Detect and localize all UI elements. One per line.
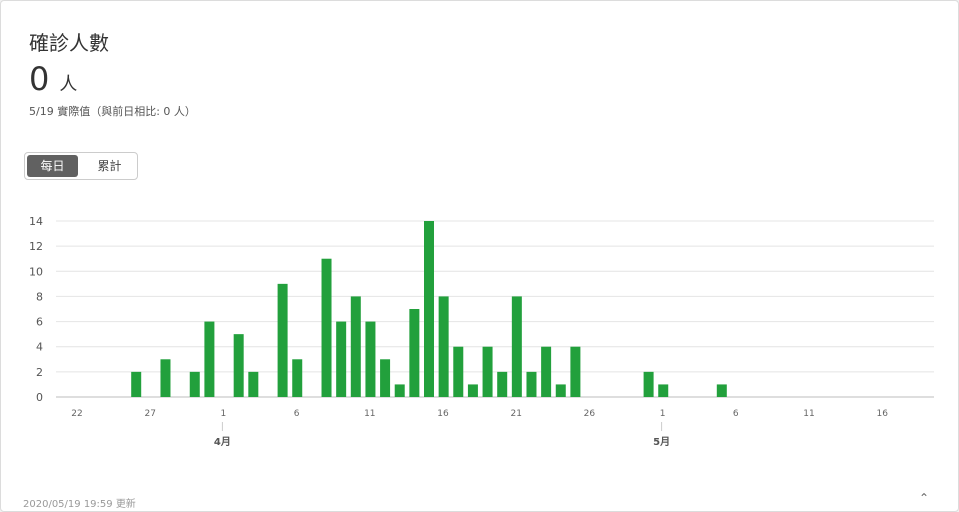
card-subtitle: 5/19 實際值（與前日相比: 0 人） [29, 105, 196, 118]
bar [482, 346, 493, 397]
y-tick-label: 12 [29, 240, 43, 253]
bar [248, 371, 259, 397]
bar [189, 371, 200, 397]
daily-toggle-button[interactable]: 每日 [27, 155, 78, 177]
x-tick-label: 21 [510, 409, 521, 419]
daily-cumulative-toggle: 每日 累計 [24, 152, 138, 180]
x-tick-label: 6 [294, 409, 300, 419]
bar [409, 309, 420, 397]
bar [424, 221, 434, 397]
bar [643, 371, 654, 397]
bar [716, 384, 727, 397]
bar [321, 258, 332, 397]
bar [555, 384, 566, 397]
chevron-up-icon[interactable]: ⌃ [919, 491, 930, 505]
x-tick-label: 22 [71, 409, 82, 419]
bar [526, 371, 537, 397]
y-tick-label: 14 [29, 215, 43, 228]
bar [438, 296, 449, 397]
x-tick-label: 6 [733, 409, 739, 419]
current-value-unit: 人 [59, 74, 78, 95]
y-tick-label: 6 [36, 316, 43, 329]
y-tick-label: 0 [36, 391, 43, 404]
bar [277, 283, 288, 397]
x-tick-label: 27 [144, 409, 155, 419]
bar [497, 371, 508, 397]
x-tick-label: 1 [660, 409, 666, 419]
bar [160, 359, 171, 397]
bar [131, 371, 142, 397]
x-tick-label: 11 [364, 409, 375, 419]
x-tick-label: 16 [876, 409, 888, 419]
bar [467, 384, 478, 397]
x-tick-label: 11 [803, 409, 814, 419]
bar [541, 346, 552, 397]
x-tick-label: 1 [221, 409, 227, 419]
bar [453, 346, 464, 397]
bar [380, 359, 391, 397]
card-title: 確診人數 [29, 31, 109, 55]
y-tick-label: 2 [36, 366, 43, 379]
current-value-number: 0 [29, 60, 50, 98]
x-tick-label: 26 [584, 409, 596, 419]
bar [365, 321, 376, 397]
x-tick-label: 16 [437, 409, 449, 419]
cumulative-toggle-button[interactable]: 累計 [97, 159, 122, 173]
bar [570, 346, 581, 397]
bar [336, 321, 347, 397]
bar [292, 359, 303, 397]
bar [511, 296, 522, 397]
y-tick-label: 4 [36, 341, 43, 354]
month-label: 4月 [214, 436, 231, 448]
bar [204, 321, 215, 397]
y-tick-label: 10 [29, 265, 43, 278]
bar [394, 384, 405, 397]
bar [658, 384, 669, 397]
bar [350, 296, 361, 397]
y-tick-label: 8 [36, 290, 43, 303]
month-label: 5月 [653, 436, 670, 448]
update-timestamp: 2020/05/19 19:59 更新 [23, 499, 136, 510]
bar [233, 334, 244, 397]
